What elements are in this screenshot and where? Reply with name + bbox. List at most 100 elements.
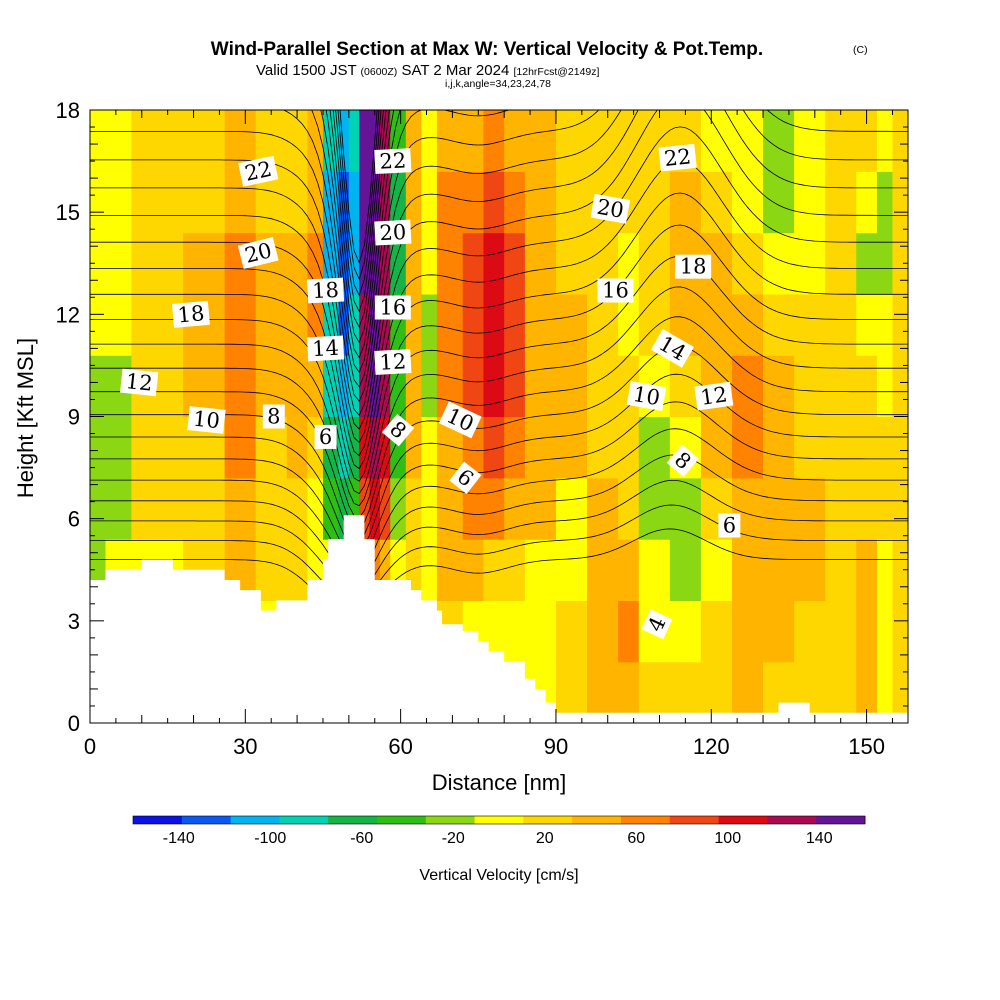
colorbar-swatch-14 <box>816 816 866 824</box>
contour-label-box <box>597 278 634 303</box>
field-cell-30-2 <box>794 539 826 601</box>
field-cell-25-2 <box>638 539 671 601</box>
field-cell-4-6 <box>224 293 257 356</box>
colorbar-swatch-4 <box>328 816 378 824</box>
field-cell-6-7 <box>286 232 309 295</box>
field-cell-32-8 <box>856 171 878 234</box>
field-cell-26-1 <box>669 600 702 663</box>
field-cell-25-4 <box>638 416 671 479</box>
field-cell-11-9 <box>359 110 371 172</box>
isentrope-17 <box>90 110 908 416</box>
contour-label-19: 8 <box>262 404 285 429</box>
contour-label-box <box>438 401 482 439</box>
field-cell-21-6 <box>524 293 557 356</box>
field-cell-19-9 <box>483 110 505 172</box>
field-cell-17-8 <box>436 171 464 234</box>
field-cell-29-4 <box>763 416 795 479</box>
field-cell-10-8 <box>348 171 360 234</box>
field-cell-13-6 <box>379 293 391 356</box>
contour-label-1: 22 <box>374 148 412 175</box>
field-cell-19-6 <box>483 293 505 356</box>
field-cell-1-3 <box>105 477 133 540</box>
field-cell-18-7 <box>462 232 485 295</box>
field-cell-28-2 <box>731 539 764 601</box>
field-cell-17-3 <box>436 477 464 540</box>
field-cell-33-2 <box>876 539 894 601</box>
field-cell-6-4 <box>286 416 309 479</box>
contour-label-text: 20 <box>379 220 407 245</box>
field-cell-34-4 <box>892 416 908 479</box>
field-cell-1-4 <box>105 416 133 479</box>
contour-label-text: 16 <box>602 278 629 302</box>
field-cell-6-8 <box>286 171 309 234</box>
field-cell-16-4 <box>421 416 438 479</box>
y-tick-label: 15 <box>56 200 80 225</box>
terrain <box>90 515 908 723</box>
isentrope-15 <box>90 110 908 444</box>
field-cell-15-8 <box>405 171 422 234</box>
field-cell-11-8 <box>359 171 371 234</box>
field-cell-6-5 <box>286 355 309 418</box>
field-cell-31-8 <box>825 171 857 234</box>
field-cell-31-6 <box>825 293 857 356</box>
y-tick-label: 6 <box>68 507 80 532</box>
field-cell-34-8 <box>892 171 908 234</box>
y-tick-label: 0 <box>68 711 80 736</box>
contour-label-box <box>237 237 279 270</box>
field-cell-27-4 <box>700 416 733 479</box>
field-cell-21-3 <box>524 477 557 540</box>
field-cell-20-6 <box>504 293 526 356</box>
contour-label-6: 18 <box>171 300 210 328</box>
field-cell-21-9 <box>524 110 557 172</box>
field-cell-12-3 <box>369 477 381 540</box>
field-cell-19-4 <box>483 416 505 479</box>
y-tick-label: 12 <box>56 302 80 327</box>
field-cell-31-9 <box>825 110 857 172</box>
field-cell-10-9 <box>348 110 360 172</box>
field-cell-33-8 <box>876 171 894 234</box>
field-cell-3-8 <box>183 171 226 234</box>
field-cell-9-3 <box>338 477 350 540</box>
field-cell-22-4 <box>555 416 588 479</box>
field-cell-29-8 <box>763 171 795 234</box>
field-cell-7-9 <box>307 110 324 172</box>
isentrope-11 <box>90 224 908 495</box>
field-cell-24-0 <box>618 661 640 723</box>
valid-date: SAT 2 Mar 2024 <box>401 62 509 79</box>
colorbar-swatch-5 <box>377 816 427 824</box>
colorbar-tick-label: -20 <box>442 830 465 847</box>
forecast-info: [12hrFcst@2149z] <box>513 66 599 78</box>
colorbar-swatch-7 <box>474 816 524 824</box>
isentrope-16 <box>90 110 908 430</box>
field-cell-0-8 <box>90 171 107 234</box>
contour-label-7: 18 <box>306 277 345 304</box>
contour-label-box <box>187 406 226 434</box>
contour-label-text: 12 <box>699 382 729 409</box>
field-cell-24-9 <box>618 110 640 172</box>
contour-label-text: 22 <box>379 148 407 173</box>
colorbar-swatch-13 <box>767 816 817 824</box>
field-cell-30-5 <box>794 355 826 418</box>
field-cell-28-9 <box>731 110 764 172</box>
colorbar-swatch-2 <box>230 816 280 824</box>
contour-label-box <box>374 219 412 246</box>
field-cell-0-9 <box>90 110 107 172</box>
field-cell-21-1 <box>524 600 557 663</box>
isentrope-6 <box>90 373 908 552</box>
field-cell-31-7 <box>825 232 857 295</box>
field-cell-0-7 <box>90 232 107 295</box>
isentrope-4 <box>90 428 908 574</box>
field-cell-6-6 <box>286 293 309 356</box>
isentrope-12 <box>90 192 908 482</box>
copyright-mark: (C) <box>853 44 868 56</box>
contour-label-box <box>120 368 159 397</box>
field-cell-30-6 <box>794 293 826 356</box>
field-cell-34-5 <box>892 355 908 418</box>
field-cell-2-4 <box>131 416 184 479</box>
field-cell-13-2 <box>379 539 391 601</box>
field-cell-21-8 <box>524 171 557 234</box>
contour-label-box <box>374 295 411 320</box>
colorbar-swatch-12 <box>718 816 768 824</box>
field-cell-33-0 <box>876 661 894 723</box>
